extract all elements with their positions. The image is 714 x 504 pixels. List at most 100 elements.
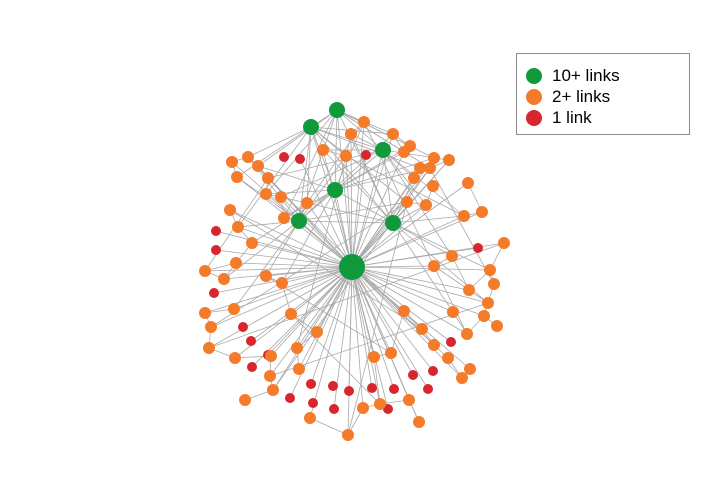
graph-edge [223, 220, 300, 280]
graph-edge [237, 126, 312, 228]
graph-node-mid [276, 277, 288, 289]
graph-edge [229, 209, 353, 268]
graph-edge [351, 266, 434, 372]
graph-edge [392, 222, 491, 271]
graph-node-mid [231, 171, 243, 183]
graph-node-mid [242, 151, 254, 163]
graph-node-leaf [211, 245, 221, 255]
legend-item-mid: 2+ links [526, 86, 689, 107]
graph-edge [351, 266, 470, 291]
graph-node-hub [291, 213, 307, 229]
graph-edge [210, 201, 408, 328]
graph-edge [347, 201, 408, 436]
graph-node-mid [491, 320, 503, 332]
graph-edge [351, 266, 454, 313]
graph-node-mid [456, 372, 468, 384]
graph-node-mid [442, 352, 454, 364]
graph-node-mid [398, 146, 410, 158]
graph-node-mid [461, 328, 473, 340]
graph-node-leaf [473, 243, 483, 253]
graph-node-mid [368, 351, 380, 363]
graph-node-mid [226, 156, 238, 168]
graph-node-mid [428, 152, 440, 164]
graph-node-mid [484, 264, 496, 276]
graph-edge [257, 165, 336, 191]
graph-node-mid [275, 191, 287, 203]
graph-edge [351, 265, 435, 268]
graph-edge [306, 126, 312, 204]
graph-node-hub [329, 102, 345, 118]
graph-edge [348, 266, 353, 392]
graph-node-mid [229, 352, 241, 364]
legend-label-hub: 10+ links [552, 66, 620, 85]
graph-node-mid [304, 412, 316, 424]
graph-node-mid [408, 172, 420, 184]
graph-edge [351, 266, 414, 376]
graph-node-mid [424, 162, 436, 174]
graph-node-leaf [428, 366, 438, 376]
graph-edge [265, 109, 338, 195]
graph-node-mid [230, 257, 242, 269]
graph-edge [298, 201, 408, 222]
graph-node-leaf [446, 337, 456, 347]
graph-node-leaf [295, 154, 305, 164]
graph-node-mid [357, 402, 369, 414]
graph-edge [351, 266, 468, 335]
graph-edge [351, 266, 429, 390]
graph-edge [334, 167, 431, 191]
graph-node-mid [260, 270, 272, 282]
graph-edge [267, 266, 353, 356]
graph-edge [233, 266, 353, 310]
graph-edge [351, 247, 479, 268]
graph-node-leaf [361, 150, 371, 160]
graph-edge [334, 151, 405, 191]
graph-edge [345, 155, 465, 217]
graph-node-mid [428, 260, 440, 272]
graph-node-mid [443, 154, 455, 166]
graph-node-hub [385, 215, 401, 231]
graph-edge [280, 196, 394, 224]
graph-edge [351, 266, 489, 304]
graph-node-mid [232, 221, 244, 233]
graph-edge [310, 126, 336, 191]
graph-edge [280, 196, 353, 268]
graph-edge [265, 275, 392, 354]
graph-node-leaf [423, 384, 433, 394]
legend-item-leaf: 1 link [526, 107, 689, 128]
graph-edge [310, 126, 421, 169]
graph-edge [237, 226, 353, 268]
legend-swatch-mid [526, 88, 542, 105]
legend-label-mid: 2+ links [552, 87, 611, 106]
legend-item-hub: 10+ links [526, 65, 689, 86]
graph-node-mid [228, 303, 240, 315]
graph-node-mid [218, 273, 230, 285]
graph-node-mid [203, 342, 215, 354]
graph-edge [373, 356, 381, 405]
graph-edge [298, 266, 353, 370]
graph-edge [351, 266, 485, 317]
graph-edge [208, 266, 353, 349]
graph-edge [350, 133, 394, 224]
graph-edge [351, 266, 389, 410]
graph-edge [392, 215, 465, 224]
graph-edge [310, 126, 384, 151]
graph-node-mid [285, 308, 297, 320]
graph-node-mid [264, 370, 276, 382]
graph-node-mid [488, 278, 500, 290]
graph-edge [236, 126, 312, 178]
graph-node-mid [458, 210, 470, 222]
graph-node-leaf [329, 404, 339, 414]
graph-edge [351, 154, 367, 268]
graph-node-leaf [389, 384, 399, 394]
graph-edge [235, 262, 353, 268]
graph-edge [322, 149, 394, 224]
graph-node-mid [403, 394, 415, 406]
graph-node-hub [375, 142, 391, 158]
graph-node-mid [260, 188, 272, 200]
graph-node-mid [246, 237, 258, 249]
graph-node-mid [224, 204, 236, 216]
graph-node-mid [420, 199, 432, 211]
graph-node-mid [311, 326, 323, 338]
graph-node-leaf [328, 381, 338, 391]
